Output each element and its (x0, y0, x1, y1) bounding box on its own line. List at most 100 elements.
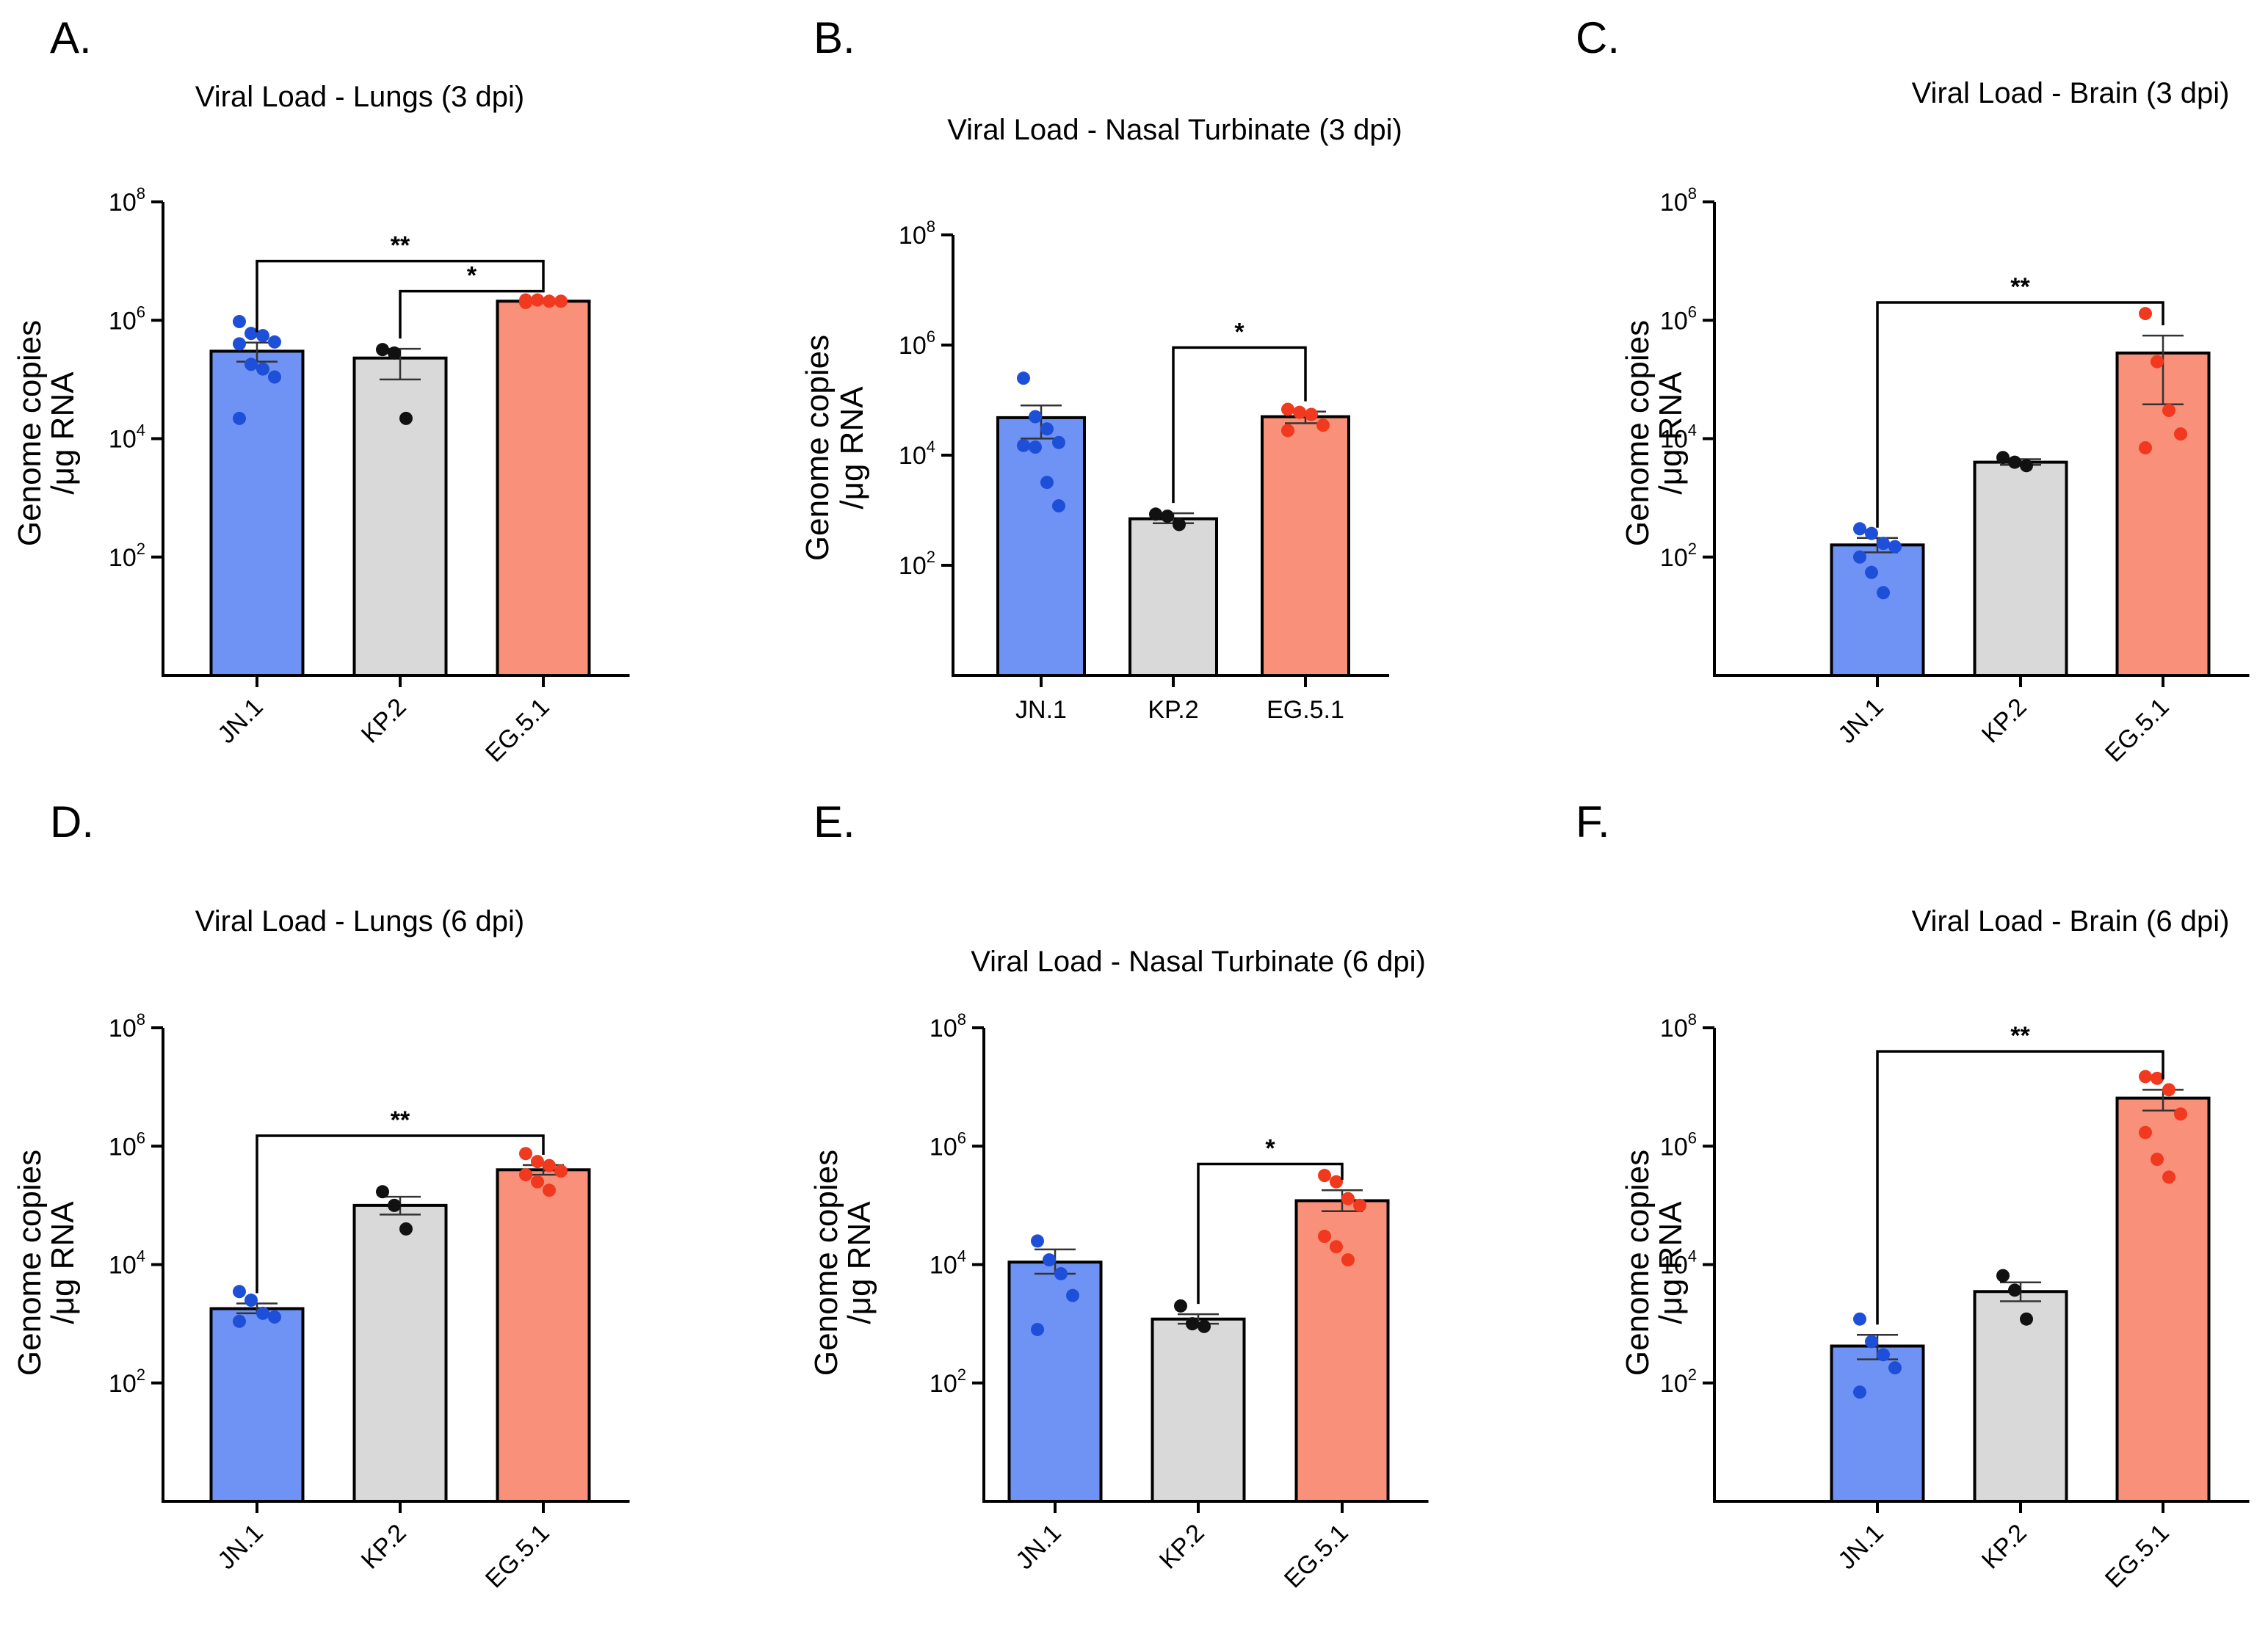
data-point (1877, 586, 1890, 600)
data-point (244, 358, 258, 371)
chart-title: Viral Load - Nasal Turbinate (6 dpi) (971, 946, 1426, 978)
significance-bracket (399, 289, 545, 339)
y-axis-label: /μg RNA (1653, 1201, 1689, 1324)
bar-kp-2 (1151, 1317, 1246, 1503)
data-point (268, 1310, 281, 1324)
data-point (2174, 427, 2187, 441)
data-point (1054, 1266, 1068, 1280)
data-point (531, 293, 544, 307)
y-tick-label: 108 (1660, 184, 1697, 217)
data-point (233, 1314, 246, 1328)
data-point (531, 1155, 544, 1169)
bar-jn-1 (209, 1307, 305, 1504)
data-point (233, 1285, 246, 1299)
y-tick-label: 102 (109, 540, 145, 572)
y-tick-label: 102 (1660, 540, 1697, 572)
data-point (1052, 499, 1065, 513)
panel-letter: D. (50, 797, 94, 846)
y-tick-label: 102 (1660, 1366, 1697, 1398)
data-point (2151, 355, 2164, 369)
data-point (1040, 476, 1054, 490)
y-axis-label: Genome copies (808, 1150, 844, 1376)
panel-letter: C. (1576, 13, 1620, 62)
y-axis-label: Genome copies (12, 1150, 48, 1376)
data-point (1173, 518, 1186, 532)
data-point (1017, 371, 1030, 385)
data-point (1066, 1288, 1079, 1302)
data-point (1040, 422, 1054, 436)
significance-bracket (1172, 346, 1307, 504)
data-point (388, 346, 401, 360)
x-tick-label: KP.2 (1977, 1519, 2032, 1575)
data-point (2008, 455, 2021, 469)
data-point (554, 294, 568, 308)
data-point (1330, 1175, 1343, 1189)
significance-bracket (1197, 1162, 1344, 1305)
panel-b: B. Viral Load - Nasal Turbinate (3 dpi) Ge… (800, 13, 1402, 724)
panel-e: E. Viral Load - Nasal Turbinate (6 dpi) Ge… (808, 797, 1429, 1593)
panel-d: D. Viral Load - Lungs (6 dpi) Genome copie… (12, 797, 630, 1593)
data-point (1853, 1312, 1866, 1326)
data-point (256, 362, 269, 376)
data-point (1281, 424, 1294, 438)
data-point (519, 1147, 532, 1161)
panel-c: C. Viral Load - Brain (3 dpi) Genome copie… (1576, 13, 2250, 767)
data-point (1996, 1269, 2010, 1283)
data-point (554, 1164, 568, 1178)
panel-letter: A. (50, 13, 92, 62)
x-tick-label: KP.2 (356, 1519, 412, 1575)
data-point (1865, 1335, 1878, 1349)
data-point (256, 329, 269, 343)
bar-jn-1 (1007, 1261, 1103, 1503)
data-point (1888, 1361, 1902, 1375)
data-point (1017, 438, 1030, 452)
data-point (399, 411, 413, 425)
y-tick-label: 106 (899, 327, 935, 360)
y-tick-label: 106 (109, 302, 145, 335)
bar-eg-5-1 (496, 1168, 591, 1503)
y-tick-label: 102 (899, 548, 935, 580)
bar-kp-2 (1973, 460, 2068, 677)
data-point (1198, 1319, 1211, 1333)
data-point (2151, 1153, 2164, 1167)
y-tick-label: 104 (109, 1247, 145, 1280)
x-tick-label: JN.1 (1015, 696, 1067, 724)
data-point (268, 335, 281, 349)
y-axis-label: Genome copies (12, 320, 48, 546)
data-point (543, 294, 556, 308)
data-point (1031, 1322, 1044, 1336)
y-tick-label: 104 (899, 438, 935, 470)
bar-kp-2 (352, 1203, 448, 1503)
data-point (1029, 410, 1042, 424)
x-tick-label: EG.5.1 (480, 1519, 555, 1594)
y-tick-label: 108 (109, 1010, 145, 1042)
bar-kp-2 (1128, 517, 1218, 678)
data-point (1043, 1253, 1056, 1267)
y-axis-label: /μg RNA (45, 371, 81, 495)
y-tick-label: 102 (930, 1366, 966, 1398)
chart-title: Viral Load - Lungs (3 dpi) (195, 81, 524, 113)
data-point (543, 1158, 556, 1172)
data-point (233, 337, 246, 351)
y-tick-label: 108 (109, 184, 145, 217)
bar-jn-1 (996, 416, 1086, 677)
y-tick-label: 106 (1660, 302, 1697, 335)
data-point (2174, 1107, 2187, 1121)
y-tick-label: 104 (930, 1247, 966, 1280)
data-point (1161, 509, 1174, 523)
bar-jn-1 (1830, 543, 1925, 678)
chart-title: Viral Load - Brain (6 dpi) (1912, 905, 2230, 938)
bar-jn-1 (1830, 1344, 1925, 1503)
data-point (1293, 405, 1306, 419)
data-point (1316, 418, 1330, 432)
significance-label: ** (391, 232, 410, 260)
x-tick-label: KP.2 (356, 693, 412, 749)
significance-bracket (256, 1134, 545, 1294)
x-tick-label: KP.2 (1154, 1519, 1210, 1575)
data-point (2020, 459, 2033, 473)
data-point (1029, 440, 1042, 454)
data-point (1877, 537, 1890, 551)
panel-letter: B. (814, 13, 855, 62)
x-tick-label: EG.5.1 (1279, 1519, 1354, 1594)
